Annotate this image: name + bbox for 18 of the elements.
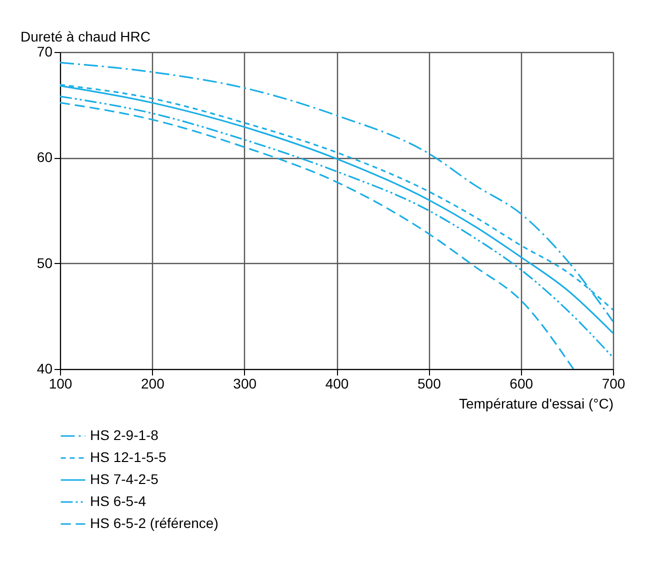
x-tick-label: 400 <box>325 376 349 392</box>
y-tick-label: 50 <box>36 254 53 271</box>
x-tick-label: 200 <box>140 376 165 392</box>
y-axis-title: Dureté à chaud HRC <box>20 28 150 44</box>
x-tick-label: 500 <box>417 376 442 392</box>
x-tick-label: 700 <box>602 376 626 392</box>
x-tick-label: 600 <box>510 376 534 392</box>
y-tick-label: 40 <box>36 360 53 376</box>
legend-label: HS 2-9-1-8 <box>90 427 159 443</box>
x-tick-label: 300 <box>233 376 257 392</box>
legend-label: HS 12-1-5-5 <box>90 449 166 465</box>
y-tick-label: 60 <box>36 149 53 166</box>
x-axis-title: Température d'essai (°C) <box>458 396 614 412</box>
legend-label: HS 6-5-4 <box>90 493 146 509</box>
legend-label: HS 7-4-2-5 <box>90 471 159 487</box>
y-tick-label: 70 <box>36 44 53 60</box>
x-tick-label: 100 <box>48 376 72 392</box>
legend-label: HS 6-5-2 (référence) <box>90 515 218 531</box>
